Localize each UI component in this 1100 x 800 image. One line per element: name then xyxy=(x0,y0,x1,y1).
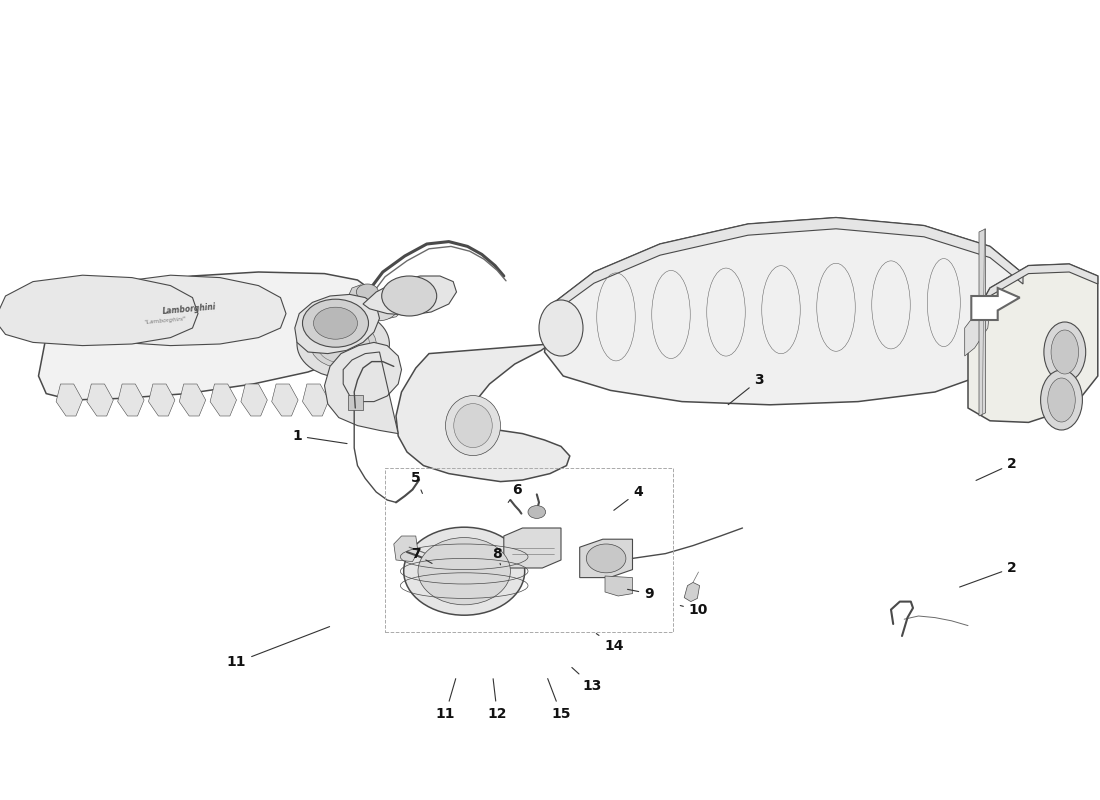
Polygon shape xyxy=(324,342,402,434)
Text: 9: 9 xyxy=(627,586,653,601)
Text: 10: 10 xyxy=(680,603,708,618)
Bar xyxy=(348,395,363,410)
Text: 11: 11 xyxy=(436,678,455,721)
Ellipse shape xyxy=(446,395,501,455)
Circle shape xyxy=(314,307,358,339)
Text: 5: 5 xyxy=(411,470,422,494)
Text: 2: 2 xyxy=(959,561,1016,587)
Polygon shape xyxy=(396,344,570,482)
Circle shape xyxy=(302,299,368,347)
Bar xyxy=(385,468,673,632)
Ellipse shape xyxy=(1050,330,1078,374)
Polygon shape xyxy=(544,218,1025,405)
Polygon shape xyxy=(179,384,206,416)
Text: 3: 3 xyxy=(728,373,763,405)
Circle shape xyxy=(528,506,546,518)
Polygon shape xyxy=(348,291,409,322)
Text: Lamborghini: Lamborghini xyxy=(162,302,217,316)
Polygon shape xyxy=(504,528,561,568)
Polygon shape xyxy=(979,229,986,416)
Text: 7: 7 xyxy=(411,547,432,563)
Circle shape xyxy=(404,527,525,615)
Polygon shape xyxy=(394,536,418,562)
Circle shape xyxy=(359,292,398,321)
Text: 6: 6 xyxy=(508,483,521,502)
Polygon shape xyxy=(302,384,329,416)
Circle shape xyxy=(356,284,378,300)
Text: 13: 13 xyxy=(572,667,602,693)
Polygon shape xyxy=(968,264,1098,422)
Polygon shape xyxy=(210,384,236,416)
Polygon shape xyxy=(552,218,1023,314)
Text: 11: 11 xyxy=(227,626,330,670)
Text: 2: 2 xyxy=(976,457,1016,481)
Text: 1: 1 xyxy=(293,429,348,443)
Polygon shape xyxy=(87,384,113,416)
Polygon shape xyxy=(295,294,380,354)
Ellipse shape xyxy=(539,300,583,356)
Text: 12: 12 xyxy=(487,678,507,721)
Polygon shape xyxy=(971,288,1020,320)
Text: 15: 15 xyxy=(548,678,571,721)
Polygon shape xyxy=(118,384,144,416)
Polygon shape xyxy=(363,276,456,315)
Polygon shape xyxy=(82,275,286,346)
Circle shape xyxy=(418,538,510,605)
Circle shape xyxy=(586,544,626,573)
Circle shape xyxy=(310,320,376,368)
Text: 4: 4 xyxy=(614,485,642,510)
Ellipse shape xyxy=(453,403,493,447)
Polygon shape xyxy=(148,384,175,416)
Polygon shape xyxy=(39,272,374,400)
Text: 8: 8 xyxy=(493,546,502,565)
Text: "Lamborghini": "Lamborghini" xyxy=(144,317,186,325)
Polygon shape xyxy=(348,285,367,298)
Polygon shape xyxy=(580,539,632,578)
Ellipse shape xyxy=(1041,370,1082,430)
Polygon shape xyxy=(241,384,267,416)
Text: 14: 14 xyxy=(596,634,624,653)
Polygon shape xyxy=(272,384,298,416)
Circle shape xyxy=(382,276,437,316)
Circle shape xyxy=(297,310,389,378)
Ellipse shape xyxy=(1047,378,1076,422)
Polygon shape xyxy=(968,264,1098,336)
Polygon shape xyxy=(965,308,990,356)
Ellipse shape xyxy=(1044,322,1086,382)
Polygon shape xyxy=(605,576,632,596)
Polygon shape xyxy=(0,275,198,346)
Polygon shape xyxy=(684,582,700,602)
Polygon shape xyxy=(56,384,82,416)
